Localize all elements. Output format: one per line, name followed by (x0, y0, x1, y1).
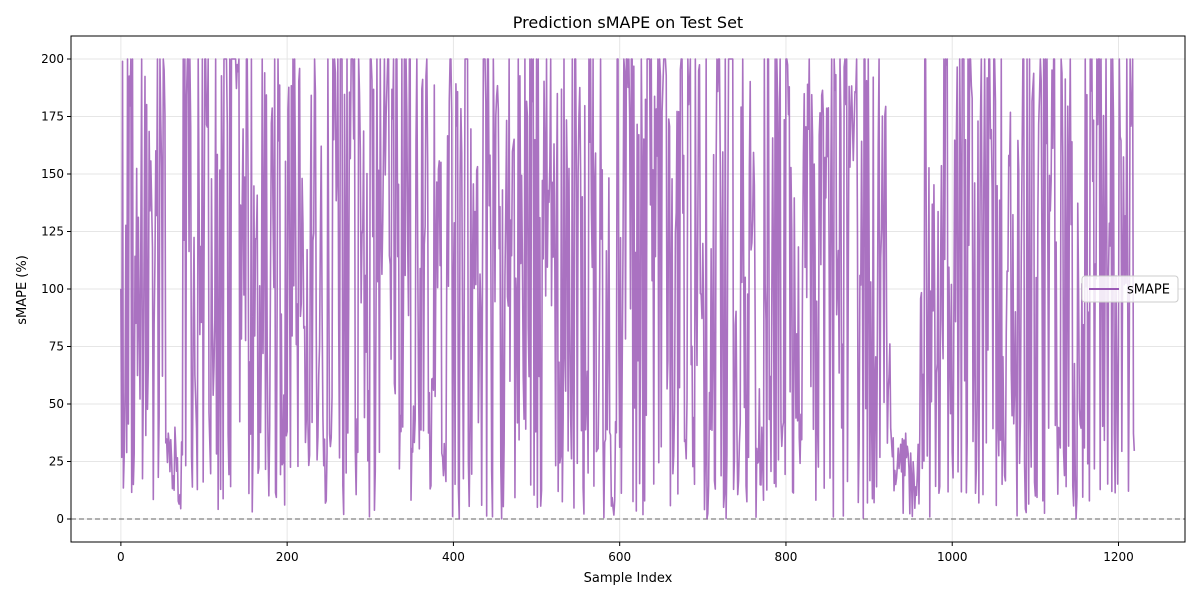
x-tick-label: 600 (608, 550, 631, 564)
legend: sMAPE (1081, 275, 1179, 303)
y-axis-label: sMAPE (%) (15, 255, 30, 325)
legend-label: sMAPE (1127, 283, 1170, 298)
y-tick-label: 50 (49, 397, 64, 411)
x-tick-label: 1000 (937, 550, 968, 564)
series-layer (120, 58, 1136, 520)
x-axis-label: Sample Index (584, 571, 673, 586)
x-axis-ticks: 0 200 400 600 800 1000 1200 (117, 542, 1134, 564)
x-tick-label: 1200 (1103, 550, 1134, 564)
y-axis-ticks: 0 25 50 75 100 125 150 175 200 (41, 52, 71, 526)
y-tick-label: 125 (41, 225, 64, 239)
x-tick-label: 800 (775, 550, 798, 564)
legend-box (1081, 275, 1179, 303)
x-tick-label: 400 (442, 550, 465, 564)
y-tick-label: 0 (56, 512, 64, 526)
y-tick-label: 75 (49, 340, 64, 354)
chart-title: Prediction sMAPE on Test Set (513, 13, 743, 32)
x-tick-label: 200 (276, 550, 299, 564)
y-tick-label: 200 (41, 52, 64, 66)
x-tick-label: 0 (117, 550, 125, 564)
series-line-smape (120, 58, 1136, 520)
y-tick-label: 150 (41, 167, 64, 181)
y-tick-label: 25 (49, 455, 64, 469)
y-tick-label: 175 (41, 110, 64, 124)
y-tick-label: 100 (41, 282, 64, 296)
